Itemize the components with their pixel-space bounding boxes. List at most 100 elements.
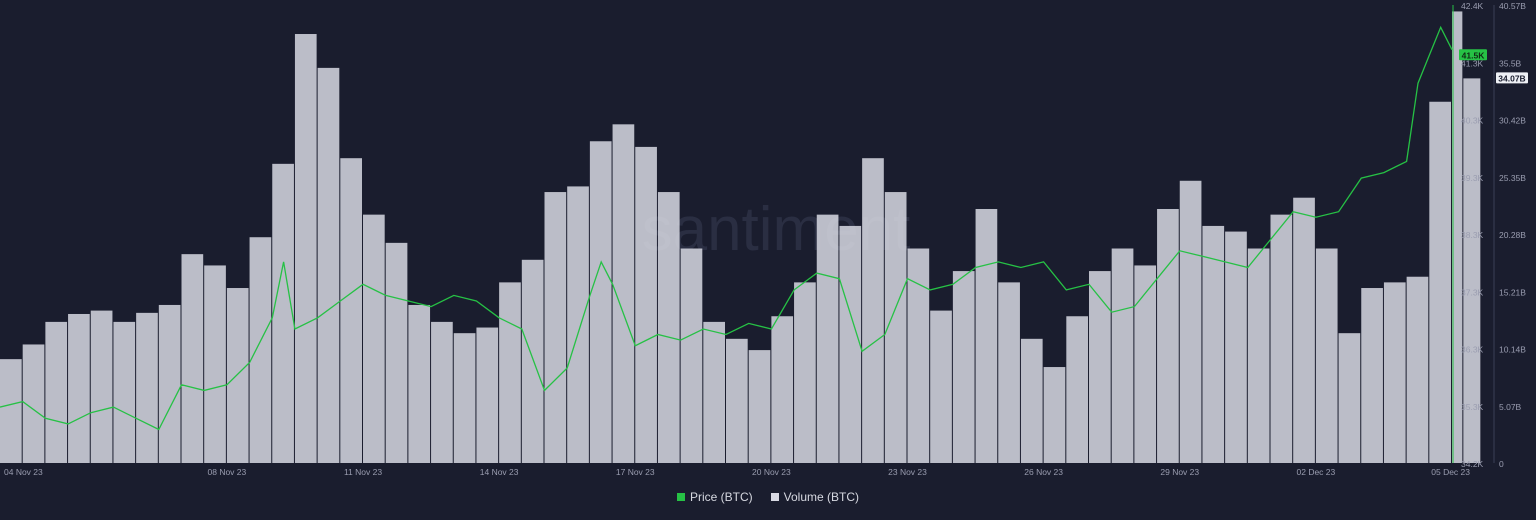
- volume-bar: [68, 313, 90, 463]
- legend-item-price[interactable]: Price (BTC): [676, 490, 753, 504]
- price-tick-label: 38.3K: [1461, 230, 1484, 240]
- volume-bar: [1293, 197, 1315, 463]
- axes: 42.4K 41.3K 40.3K 39.3K 38.3K 37.3K 36.3K 35.3K…: [4, 1, 1528, 477]
- volume-bar: [1202, 225, 1225, 463]
- volume-bar: [1361, 288, 1383, 463]
- price-tick-label: 41.3K: [1461, 58, 1484, 68]
- volume-bar: [930, 310, 952, 463]
- volume-bars: [0, 11, 1481, 464]
- volume-bar: [816, 214, 839, 463]
- volume-bar: [1179, 180, 1202, 463]
- volume-bar: [657, 192, 680, 463]
- volume-bar: [204, 265, 226, 463]
- volume-tick-label: 35.5B: [1499, 58, 1522, 68]
- volume-bar: [453, 333, 476, 463]
- volume-bar: [544, 192, 567, 463]
- volume-bar: [1134, 265, 1157, 463]
- volume-bar: [975, 208, 998, 463]
- volume-tick-label: 15.21B: [1499, 287, 1526, 297]
- volume-bar: [1463, 78, 1481, 464]
- current-volume-badge-label: 34.07B: [1498, 73, 1525, 83]
- price-tick-label: 34.2K: [1461, 459, 1484, 469]
- volume-bar: [1247, 248, 1270, 463]
- price-tick-label: 40.3K: [1461, 116, 1484, 126]
- volume-bar: [45, 321, 68, 463]
- volume-bar: [521, 259, 544, 463]
- volume-bar: [1270, 214, 1293, 463]
- volume-bar: [0, 359, 22, 463]
- legend-label-volume: Volume (BTC): [783, 490, 860, 504]
- x-tick-label: 05 Dec 23: [1431, 467, 1470, 477]
- volume-bar: [499, 282, 521, 463]
- volume-bar: [158, 304, 181, 463]
- volume-bar: [113, 321, 136, 463]
- volume-bar: [1383, 282, 1406, 463]
- volume-tick-label: 5.07B: [1499, 402, 1522, 412]
- legend-label-price: Price (BTC): [689, 490, 753, 504]
- volume-bar: [771, 316, 794, 463]
- volume-bar: [1225, 231, 1247, 463]
- volume-bar: [1043, 367, 1066, 463]
- volume-bar: [136, 312, 158, 463]
- volume-bar: [272, 163, 294, 463]
- volume-bar: [862, 158, 884, 464]
- volume-tick-label: 0: [1499, 459, 1504, 469]
- volume-bar: [22, 344, 45, 463]
- volume-bar: [1089, 271, 1111, 463]
- volume-bar: [294, 34, 317, 464]
- volume-bar: [998, 282, 1020, 463]
- volume-bar: [476, 327, 499, 463]
- x-tick-label: 17 Nov 23: [616, 467, 655, 477]
- volume-bar: [589, 141, 612, 463]
- volume-bar: [794, 282, 816, 463]
- volume-bar: [1111, 248, 1134, 463]
- volume-bar: [408, 304, 431, 463]
- x-tick-label: 04 Nov 23: [4, 467, 43, 477]
- price-tick-label: 36.3K: [1461, 345, 1484, 355]
- current-volume-badge: [1496, 72, 1528, 84]
- price-tick-label: 35.3K: [1461, 402, 1484, 412]
- price-line-layer: [0, 25, 1453, 431]
- volume-bar: [952, 271, 975, 463]
- volume-bar: [567, 186, 589, 463]
- volume-bar: [703, 321, 725, 463]
- volume-tick-label: 20.28B: [1499, 230, 1526, 240]
- volume-tick-label: 40.57B: [1499, 1, 1526, 11]
- volume-tick-label: 30.42B: [1499, 116, 1526, 126]
- volume-bar: [907, 248, 930, 463]
- volume-bar: [726, 338, 748, 463]
- volume-bar: [363, 214, 385, 463]
- x-tick-label: 20 Nov 23: [752, 467, 791, 477]
- price-tick-label: 37.3K: [1461, 287, 1484, 297]
- volume-bar: [612, 124, 635, 463]
- x-tick-label: 26 Nov 23: [1024, 467, 1063, 477]
- volume-bar: [1066, 316, 1088, 463]
- chart-svg: santiment 42.4K41.3K40.3K39.3K38.3K37.3K…: [0, 1, 1528, 477]
- volume-bar: [249, 237, 272, 463]
- volume-bar: [680, 248, 703, 463]
- volume-tick-label: 25.35B: [1499, 173, 1526, 183]
- price-tick-label: 39.3K: [1461, 173, 1484, 183]
- price-tick-label: 42.4K: [1461, 1, 1484, 11]
- volume-bar: [635, 146, 657, 463]
- volume-bar: [181, 254, 204, 463]
- volume-bar: [748, 350, 771, 463]
- volume-bar: [226, 288, 249, 463]
- price-line: [0, 25, 1453, 431]
- legend-swatch-price: [676, 493, 685, 501]
- volume-bar: [1157, 208, 1179, 463]
- x-tick-label: 02 Dec 23: [1297, 467, 1336, 477]
- volume-bar: [1338, 333, 1361, 463]
- volume-bar: [1315, 248, 1338, 463]
- x-tick-label: 29 Nov 23: [1160, 467, 1199, 477]
- x-tick-label: 11 Nov 23: [344, 467, 382, 477]
- volume-bar: [317, 67, 340, 463]
- volume-bar: [884, 192, 907, 463]
- legend-item-volume[interactable]: Volume (BTC): [770, 490, 860, 504]
- volume-bar: [839, 225, 862, 463]
- volume-bar: [90, 310, 113, 463]
- volume-tick-label: 10.14B: [1499, 345, 1526, 355]
- current-price-badge-label: 41.5K: [1462, 50, 1486, 60]
- volume-bar: [1452, 11, 1463, 463]
